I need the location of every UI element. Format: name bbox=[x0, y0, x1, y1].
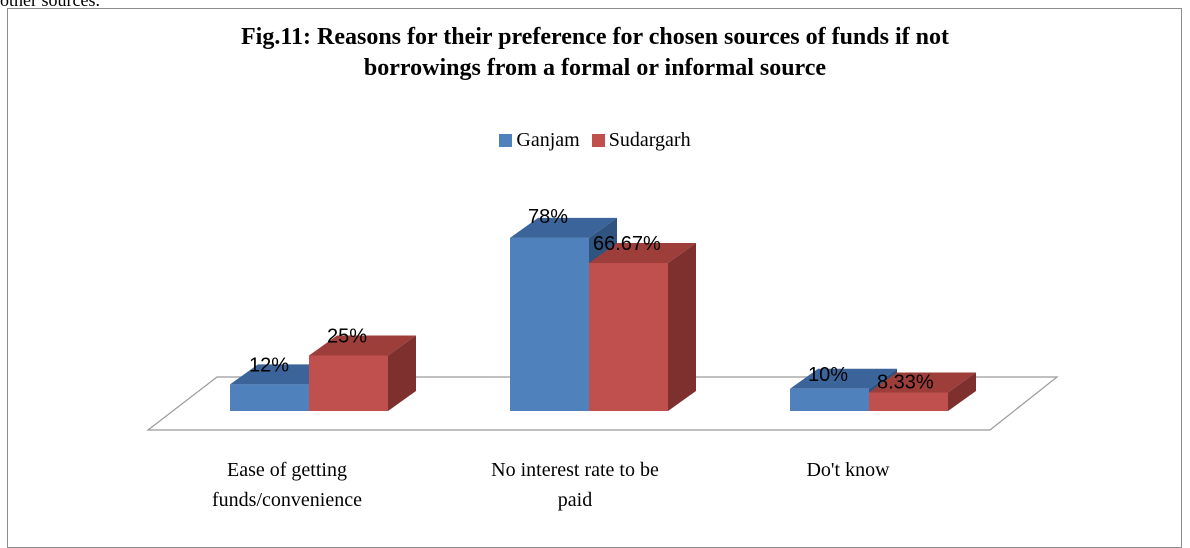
preceding-text-snippet: other sources. bbox=[0, 0, 100, 10]
bar-front-sudargarh-1 bbox=[589, 262, 668, 411]
bar-top-sudargarh-2 bbox=[869, 372, 976, 393]
data-label-ganjam-0: 12% bbox=[249, 354, 289, 376]
bar-front-sudargarh-2 bbox=[869, 392, 948, 411]
legend-swatch-sudargarh bbox=[591, 134, 605, 147]
data-label-sudargarh-0: 25% bbox=[327, 326, 367, 348]
legend-item-sudargarh: Sudargarh bbox=[591, 129, 691, 152]
legend-item-ganjam: Ganjam bbox=[499, 129, 580, 152]
bar-top-sudargarh-0 bbox=[309, 335, 416, 356]
chart-title: Fig.11: Reasons for their preference for… bbox=[0, 22, 1190, 84]
chart-legend: Ganjam Sudargarh bbox=[0, 129, 1190, 152]
bar-side-sudargarh-0 bbox=[388, 335, 416, 411]
bar-front-sudargarh-0 bbox=[309, 355, 388, 411]
legend-label-ganjam: Ganjam bbox=[516, 129, 580, 151]
category-label-0-line-0: Ease of getting bbox=[227, 459, 347, 481]
category-label-1-line-0: No interest rate to be bbox=[491, 459, 659, 481]
data-label-sudargarh-2: 8.33% bbox=[877, 372, 934, 394]
data-label-ganjam-1: 78% bbox=[528, 206, 568, 228]
chart-plot-area: 12% 78% 10% 25% 66.67% 8.33% Ease of getting fu… bbox=[146, 206, 1059, 511]
bar-top-sudargarh-1 bbox=[589, 242, 696, 263]
category-label-1-line-1: paid bbox=[558, 489, 592, 511]
data-label-sudargarh-1: 66.67% bbox=[593, 233, 661, 255]
bar-side-sudargarh-2 bbox=[948, 372, 976, 411]
category-label-2-line-0: Do't know bbox=[806, 459, 890, 481]
bar-side-sudargarh-1 bbox=[668, 242, 696, 411]
category-label-0-line-1: funds/convenience bbox=[212, 489, 362, 511]
bar-top-ganjam-2 bbox=[790, 368, 897, 389]
chart-title-line-2: borrowings from a formal or informal sou… bbox=[363, 55, 827, 81]
bar-top-ganjam-1 bbox=[510, 217, 617, 238]
legend-label-sudargarh: Sudargarh bbox=[608, 129, 691, 151]
bar-front-ganjam-1 bbox=[510, 237, 589, 411]
bar-front-ganjam-2 bbox=[790, 388, 869, 411]
data-label-ganjam-2: 10% bbox=[808, 364, 848, 386]
legend-swatch-ganjam bbox=[499, 134, 513, 147]
chart-title-line-1: Fig.11: Reasons for their preference for… bbox=[241, 24, 949, 50]
bar-front-ganjam-0 bbox=[230, 384, 309, 411]
